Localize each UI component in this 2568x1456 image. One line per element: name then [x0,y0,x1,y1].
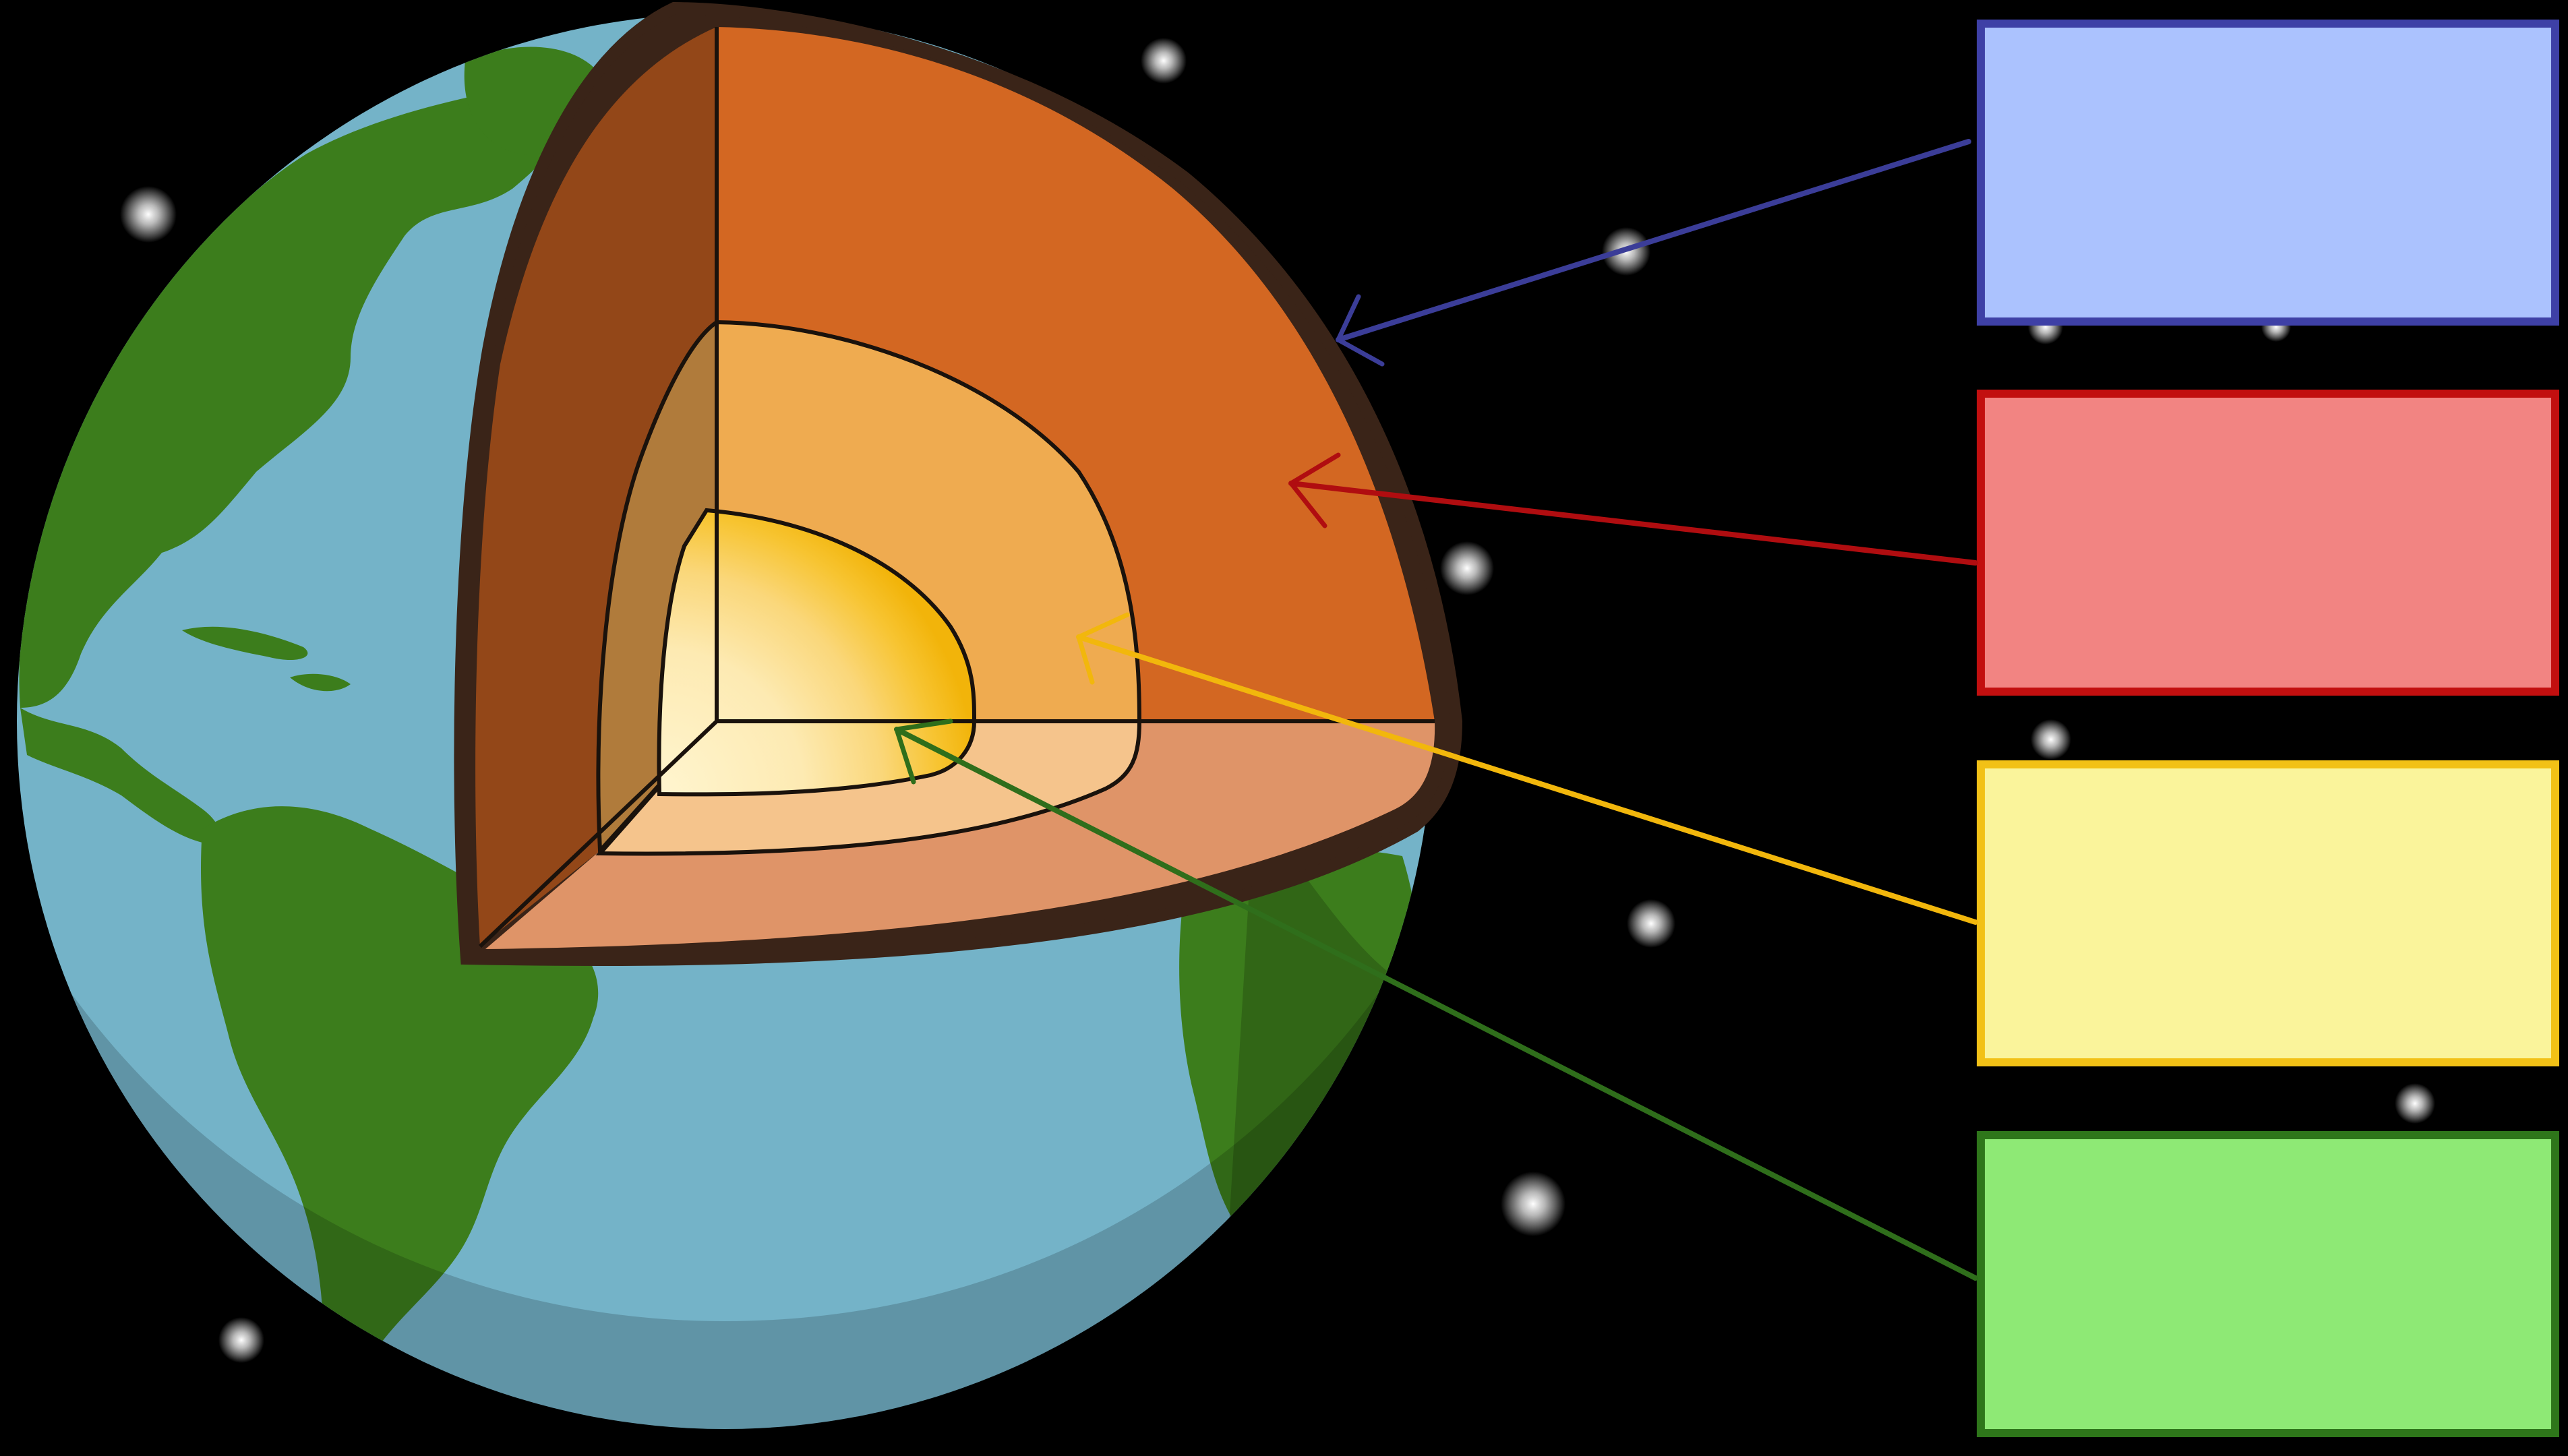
inner-core-label-box[interactable] [1977,1131,2559,1437]
star [1501,1172,1565,1236]
pointer-arrows [894,139,1978,1281]
inner-core-arrow [894,719,1978,1281]
star [218,1317,264,1363]
star [2395,1083,2435,1124]
central-america [20,708,220,844]
star [1627,899,1675,948]
stars [120,38,2435,1363]
crust-arrow [1336,139,1971,367]
star [120,186,177,243]
section-edge-lines [478,27,1435,948]
cutaway-section [454,1,1463,967]
cuba [182,626,308,661]
star [1141,38,1187,84]
star [1440,541,1494,595]
outer-core-arrow [1076,612,1978,925]
outer-core-label-box[interactable] [1977,760,2559,1066]
crust-label-box[interactable] [1977,20,2559,326]
mantle-arrow [1288,452,1978,566]
mantle-label-box[interactable] [1977,390,2559,696]
crust-outline [454,1,1463,967]
inner-core [657,508,977,797]
hispaniola [290,673,351,692]
label-boxes [1977,20,2559,1437]
north-america [19,81,570,708]
star [2031,719,2071,760]
